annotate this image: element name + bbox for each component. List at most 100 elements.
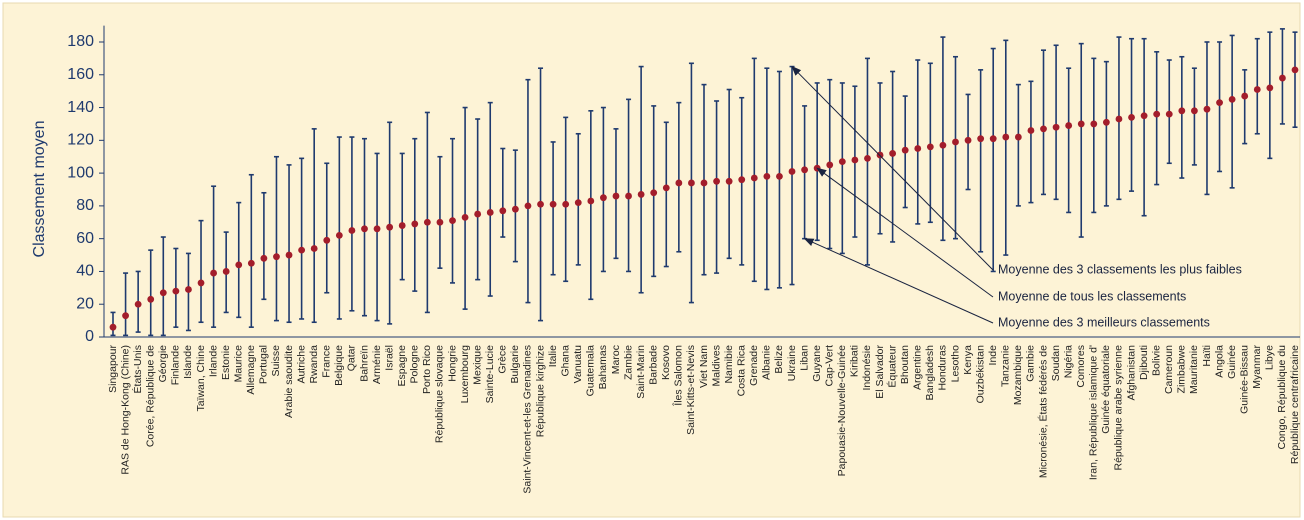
mean-dot (851, 156, 859, 164)
mean-dot (1266, 84, 1274, 92)
x-tick-label: Saint-Kitts-et-Nevis (685, 345, 697, 435)
x-tick-label: Liban (798, 345, 810, 371)
mean-dot (1077, 120, 1085, 128)
x-tick-label: Irlande (207, 345, 219, 377)
mean-dot (1002, 133, 1010, 141)
x-tick-label: Taïwan, Chine (195, 345, 207, 412)
mean-dot (964, 136, 972, 144)
annotation: Moyenne des 3 meilleurs classements (998, 315, 1210, 329)
mean-dot (235, 261, 243, 269)
mean-dot (1291, 66, 1299, 74)
x-tick-label: Bolivie (1150, 345, 1162, 376)
x-tick-label: Lesotho (949, 345, 961, 383)
y-tick-label: 120 (67, 132, 94, 149)
mean-dot (260, 254, 268, 262)
mean-dot (750, 174, 758, 182)
x-tick-label: Cap-Vert (824, 345, 836, 387)
x-tick-label: Guinée-Bissau (1238, 345, 1250, 414)
x-tick-label: Honduras (937, 345, 949, 391)
annotation-arrow (791, 65, 994, 271)
mean-dot (335, 231, 343, 239)
mean-dot (1178, 107, 1186, 115)
mean-dot (159, 289, 167, 297)
x-tick-label: Nigéria (1062, 345, 1074, 378)
x-tick-label: Bangladesh (924, 345, 936, 401)
mean-dot (700, 179, 708, 187)
mean-dot (788, 168, 796, 175)
mean-dot (285, 251, 293, 259)
mean-dot (1203, 105, 1211, 113)
mean-dot (361, 225, 368, 233)
x-tick-label: Congo, République du (1276, 345, 1288, 450)
mean-dot (222, 268, 230, 275)
x-tick-label: Singapour (107, 345, 119, 393)
x-tick-label: Finlande (170, 345, 182, 385)
mean-dot (247, 259, 255, 267)
x-tick-label: Soudan (1050, 345, 1062, 381)
mean-dot (612, 192, 620, 200)
x-tick-label: Kiribati (849, 345, 861, 377)
mean-dot (172, 287, 180, 295)
x-tick-label: Angola (1213, 345, 1225, 378)
x-tick-label: Maroc (610, 345, 622, 374)
mean-dot (1153, 110, 1161, 118)
mean-dot (776, 172, 783, 180)
mean-dot (1040, 125, 1047, 133)
mean-dot (952, 138, 959, 146)
y-tick-label: 80 (76, 197, 94, 214)
mean-dot (763, 172, 771, 180)
mean-dot (901, 146, 909, 154)
y-tick-label: 60 (76, 230, 94, 247)
mean-dot (939, 141, 947, 149)
x-tick-label: Guinée équatoriale (1100, 345, 1112, 434)
annotation: Moyenne de tous les classements (998, 289, 1186, 303)
mean-dot (675, 179, 683, 187)
mean-dot (713, 177, 720, 185)
x-tick-label: Iran, République islamique d' (1088, 345, 1100, 480)
mean-dot (499, 207, 507, 215)
mean-dot (587, 197, 595, 205)
mean-dot (688, 179, 695, 187)
mean-dot (914, 145, 922, 152)
mean-dot (1228, 95, 1236, 103)
x-tick-label: Qatar (346, 345, 358, 372)
x-tick-label: Kosovo (660, 345, 672, 380)
y-tick-label: 180 (67, 33, 94, 50)
mean-dot (537, 200, 544, 208)
x-tick-label: Bahamas (597, 345, 609, 389)
mean-dot (725, 177, 733, 185)
mean-dot (323, 236, 331, 244)
x-tick-label: Italie (547, 345, 559, 367)
x-tick-label: Mauritanie (1188, 345, 1200, 394)
x-tick-label: Mozambique (1012, 345, 1024, 405)
mean-dot (1140, 112, 1148, 120)
mean-dot (1128, 113, 1135, 121)
mean-dot (1014, 133, 1022, 141)
x-tick-label: Cameroun (1163, 345, 1175, 394)
mean-dot (273, 253, 280, 261)
mean-dot (650, 189, 658, 197)
x-tick-label: Grenade (748, 345, 760, 386)
mean-dot (1191, 107, 1198, 115)
x-tick-label: Islande (182, 345, 194, 379)
x-tick-label: Corée, République de (145, 345, 157, 447)
mean-dot (210, 269, 217, 277)
x-tick-label: Espagne (396, 345, 408, 387)
mean-dot (1090, 120, 1098, 128)
mean-dot (436, 218, 444, 226)
x-tick-label: Sainte-Lucie (484, 345, 496, 404)
x-tick-label: Indonésie (861, 345, 873, 391)
y-tick-label: 40 (76, 263, 94, 280)
x-tick-label: Viet Nam (698, 345, 710, 388)
x-tick-label: Bahreïn (358, 345, 370, 382)
y-tick-label: 100 (67, 164, 94, 181)
x-tick-label: Porto Rico (421, 345, 433, 394)
mean-dot (977, 135, 985, 143)
x-tick-label: Portugal (258, 345, 270, 384)
x-tick-label: Arménie (371, 345, 383, 384)
x-tick-label: Îles Salomon (672, 345, 685, 407)
y-tick-label: 20 (76, 295, 94, 312)
mean-dot (134, 300, 142, 308)
x-tick-label: Arabie saoudite (283, 345, 295, 418)
mean-dot (449, 217, 456, 225)
